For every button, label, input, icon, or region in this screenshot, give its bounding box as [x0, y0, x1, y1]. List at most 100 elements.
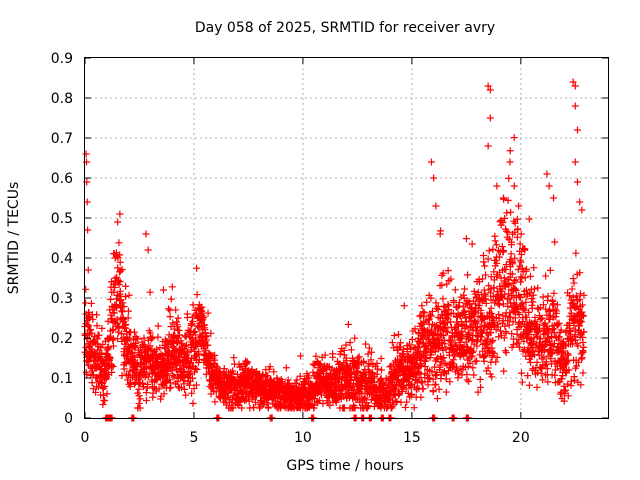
data-point [469, 347, 477, 355]
data-point [479, 275, 487, 283]
data-point [484, 142, 492, 150]
data-point [433, 304, 441, 312]
data-point [454, 374, 462, 382]
data-point [572, 292, 580, 300]
data-point [493, 241, 501, 249]
data-point [571, 102, 579, 110]
data-point [442, 388, 450, 396]
data-point [127, 380, 135, 388]
data-point [579, 348, 587, 356]
data-point [165, 305, 173, 313]
data-point [505, 321, 513, 329]
data-point [122, 324, 130, 332]
data-point [499, 300, 507, 308]
axis-ticks: 0 0.1 0.2 0.3 0.4 0.5 0.6 0.7 0.8 0.9 0 5 10 15 20 [51, 51, 608, 446]
data-point [473, 357, 481, 365]
data-point [474, 388, 482, 396]
data-point [515, 293, 523, 301]
data-point [494, 323, 502, 331]
data-point [204, 341, 212, 349]
data-point [173, 366, 181, 374]
data-point [486, 114, 494, 122]
data-point [576, 198, 584, 206]
data-point [443, 319, 451, 327]
data-point [559, 347, 567, 355]
data-point [168, 283, 176, 291]
data-point [181, 385, 189, 393]
data-point [570, 299, 578, 307]
data-point [135, 399, 143, 407]
data-point [531, 313, 539, 321]
data-point [329, 353, 337, 361]
data-point [482, 299, 490, 307]
data-point [173, 339, 181, 347]
data-point [551, 371, 559, 379]
data-point [105, 343, 113, 351]
data-point [477, 336, 485, 344]
data-point [213, 362, 221, 370]
data-point [417, 393, 425, 401]
data-point [440, 354, 448, 362]
data-point [432, 202, 440, 210]
data-point [352, 389, 360, 397]
data-point [580, 343, 588, 351]
data-point [136, 395, 144, 403]
data-point [405, 368, 413, 376]
data-point [103, 335, 111, 343]
data-point [573, 178, 581, 186]
data-point [539, 342, 547, 350]
data-point [114, 264, 122, 272]
data-point [506, 158, 514, 166]
data-point [512, 286, 520, 294]
data-point [542, 358, 550, 366]
data-point [577, 381, 585, 389]
data-point [447, 318, 455, 326]
data-point [547, 347, 555, 355]
data-point [360, 395, 368, 403]
x-tick-label: 10 [294, 430, 312, 446]
data-point [249, 404, 257, 412]
data-point [515, 343, 523, 351]
data-point [468, 240, 476, 248]
data-point [579, 301, 587, 309]
data-point [482, 292, 490, 300]
data-point [510, 277, 518, 285]
data-point [518, 378, 526, 386]
data-point [500, 246, 508, 254]
data-point [540, 353, 548, 361]
data-point [349, 394, 357, 402]
data-points [81, 78, 588, 422]
data-point [400, 345, 408, 353]
data-point [332, 398, 340, 406]
data-point [194, 339, 202, 347]
data-point [464, 271, 472, 279]
data-point [427, 158, 435, 166]
data-point [139, 383, 147, 391]
data-point [446, 378, 454, 386]
plot-border [84, 57, 609, 419]
data-point [521, 306, 529, 314]
data-point [564, 380, 572, 388]
y-tick-label: 0.9 [51, 51, 73, 67]
data-point [270, 368, 278, 376]
data-point [541, 320, 549, 328]
data-point [211, 398, 219, 406]
data-point [512, 276, 520, 284]
data-point [88, 379, 96, 387]
data-point [428, 307, 436, 315]
data-point [394, 376, 402, 384]
data-point [203, 332, 211, 340]
data-point [312, 352, 320, 360]
data-point [113, 315, 121, 323]
data-point [545, 307, 553, 315]
data-point [579, 338, 587, 346]
data-point [547, 355, 555, 363]
data-point [122, 327, 130, 335]
data-point [139, 379, 147, 387]
data-point [455, 302, 463, 310]
data-point [169, 319, 177, 327]
data-point [251, 398, 259, 406]
data-point [458, 334, 466, 342]
data-point [82, 285, 90, 293]
